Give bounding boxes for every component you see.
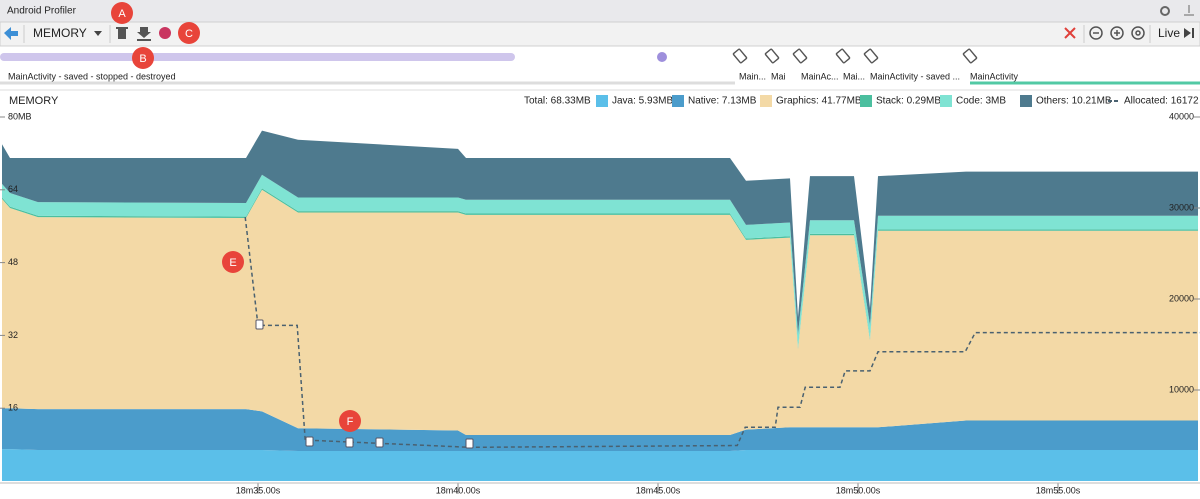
activity-label: MainActivity	[970, 71, 1019, 81]
allocated-line	[244, 217, 1200, 449]
y2-tick-label: 40000	[1169, 111, 1194, 121]
callout-circle	[178, 22, 200, 44]
legend: Java: 5.93MB Native: 7.13MB Graphics: 41.7…	[596, 95, 1199, 107]
event-dot	[657, 52, 667, 62]
x-tick-label: 18m35.00s	[236, 485, 281, 495]
callout-label: A	[118, 8, 126, 20]
settings-icon[interactable]	[1160, 6, 1170, 16]
legend-label: Native: 7.13MB	[688, 96, 757, 107]
y-tick-label: 80MB	[8, 111, 32, 121]
y-tick-label: 48	[8, 257, 18, 267]
activity-labels: MainActivity - saved - stopped - destroy…	[8, 71, 1019, 81]
window-title: Android Profiler	[7, 6, 77, 17]
legend-swatch	[760, 95, 772, 107]
legend-label: Graphics: 41.77MB	[776, 96, 862, 107]
callout: A	[111, 2, 133, 24]
dump-heap-button[interactable]	[137, 27, 151, 41]
reset-zoom-button[interactable]	[1131, 26, 1145, 40]
gc-markers	[255, 319, 474, 449]
area	[2, 449, 1198, 481]
profiler-dropdown[interactable]: MEMORY	[33, 26, 87, 40]
legend-swatch	[860, 95, 872, 107]
activity-label: Mai...	[843, 71, 865, 81]
legend-swatch	[672, 95, 684, 107]
y-tick-label: 32	[8, 330, 18, 340]
x-tick-label: 18m50.00s	[836, 485, 881, 495]
legend-swatch	[940, 95, 952, 107]
area	[2, 130, 1198, 335]
callout-circle	[222, 251, 244, 273]
stop-button[interactable]	[1064, 27, 1076, 39]
activity-label: MainActivity - saved ...	[870, 71, 960, 81]
area	[2, 174, 1198, 348]
back-button[interactable]	[4, 27, 18, 40]
zoom-out-button[interactable]	[1089, 26, 1103, 40]
live-icon[interactable]	[1184, 28, 1194, 38]
callout: C	[178, 22, 200, 44]
x-tick-label: 18m45.00s	[636, 485, 681, 495]
y-tick-label: 64	[8, 184, 18, 194]
force-gc-button[interactable]	[116, 27, 128, 39]
dropdown-arrow[interactable]	[94, 31, 102, 36]
title-bar	[0, 0, 1200, 22]
callout-circle	[339, 410, 361, 432]
legend-label: Code: 3MB	[956, 96, 1006, 107]
record-button[interactable]	[159, 27, 171, 39]
activity-bar	[0, 53, 515, 61]
legend-total: Total: 68.33MB	[524, 96, 591, 107]
legend-label: Stack: 0.29MB	[876, 96, 941, 107]
callout: E	[222, 251, 244, 273]
x-tick-label: 18m40.00s	[436, 485, 481, 495]
activity-label: MainActivity - saved - stopped - destroy…	[8, 71, 176, 81]
y2-tick-label: 30000	[1169, 202, 1194, 212]
callout-circle	[132, 47, 154, 69]
callout-label: B	[139, 53, 146, 65]
legend-label: Allocated: 16172	[1124, 96, 1199, 107]
activity-label: MainAc...	[801, 71, 839, 81]
callout: F	[339, 410, 361, 432]
callout-circle	[111, 2, 133, 24]
legend-label: Java: 5.93MB	[612, 96, 673, 107]
activity-label: Main...	[739, 71, 766, 81]
y2-tick-label: 20000	[1169, 293, 1194, 303]
x-tick-label: 18m55.00s	[1036, 485, 1081, 495]
legend-swatch	[596, 95, 608, 107]
callout-label: F	[347, 416, 354, 428]
callout-label: C	[185, 28, 193, 40]
plot	[2, 130, 1200, 481]
chart-title: MEMORY	[9, 95, 59, 107]
live-button[interactable]: Live	[1158, 26, 1180, 40]
y2-tick-label: 10000	[1169, 384, 1194, 394]
activity-label: Mai	[771, 71, 786, 81]
axes: 80MB 64 48 32 16 40000 30000 20000 10000 18m35.00…	[0, 111, 1200, 495]
callout: B	[132, 47, 154, 69]
rotation-events	[732, 48, 978, 64]
area	[2, 408, 1198, 451]
callout-label: E	[229, 257, 236, 269]
legend-label: Others: 10.21MB	[1036, 96, 1112, 107]
y-tick-label: 16	[8, 403, 18, 413]
minimize-icon[interactable]	[1184, 5, 1194, 16]
legend-swatch	[1020, 95, 1032, 107]
toolbar	[0, 21, 1200, 47]
zoom-in-button[interactable]	[1110, 26, 1124, 40]
